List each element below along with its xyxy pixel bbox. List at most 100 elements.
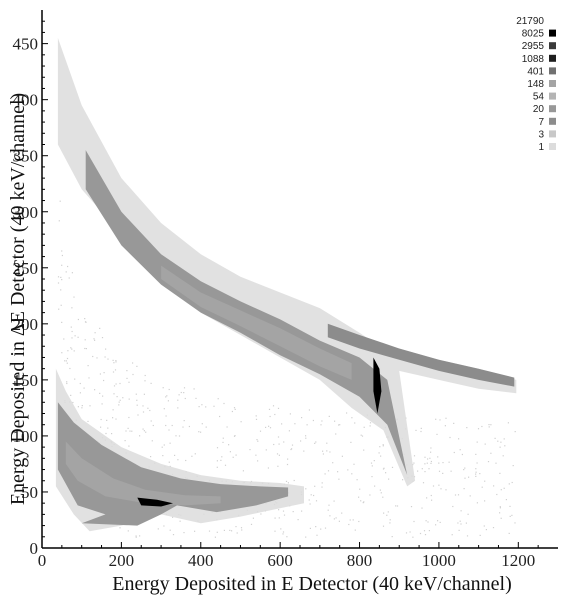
noise-point — [105, 432, 107, 435]
noise-point — [326, 450, 328, 452]
noise-point — [287, 482, 289, 484]
noise-point — [94, 389, 96, 391]
noise-point — [73, 296, 75, 298]
noise-point — [454, 494, 457, 496]
noise-point — [499, 512, 501, 514]
noise-point — [79, 382, 81, 385]
legend-swatch-3 — [549, 130, 556, 138]
noise-point — [163, 444, 165, 446]
noise-point — [128, 398, 130, 400]
noise-point — [380, 455, 382, 457]
noise-point — [449, 436, 451, 439]
noise-point — [240, 421, 242, 423]
noise-point — [198, 406, 200, 408]
noise-point — [111, 433, 113, 435]
noise-point — [417, 470, 419, 472]
noise-point — [114, 369, 117, 371]
noise-point — [139, 535, 141, 537]
y-tick-label-200: 200 — [13, 315, 39, 334]
noise-point — [119, 382, 121, 385]
noise-point — [143, 430, 145, 432]
noise-point — [413, 462, 415, 464]
noise-point — [439, 521, 441, 523]
noise-point — [87, 365, 89, 367]
noise-point — [315, 526, 317, 528]
noise-point — [459, 520, 461, 522]
noise-point — [356, 479, 358, 481]
noise-point — [428, 468, 430, 470]
noise-point — [81, 405, 83, 407]
noise-point — [458, 438, 460, 440]
noise-point — [115, 361, 117, 363]
noise-point — [505, 499, 507, 501]
band-1-outer-region — [57, 38, 517, 487]
noise-point — [265, 449, 267, 451]
noise-point — [425, 520, 427, 522]
noise-point — [233, 407, 236, 409]
noise-point — [214, 536, 216, 538]
noise-point — [84, 318, 86, 320]
noise-point — [363, 501, 365, 503]
noise-point — [70, 326, 72, 328]
noise-point — [103, 372, 105, 374]
noise-point — [276, 453, 279, 455]
noise-point — [439, 419, 441, 421]
band-2-peak-region — [137, 497, 173, 507]
noise-point — [360, 434, 362, 436]
noise-point — [290, 448, 292, 451]
noise-point — [463, 469, 465, 471]
noise-point — [177, 399, 179, 401]
noise-point — [142, 405, 144, 407]
noise-point — [168, 388, 170, 391]
noise-point — [113, 385, 116, 387]
noise-point — [119, 399, 121, 401]
legend-label-2955: 2955 — [522, 41, 545, 52]
noise-point — [136, 404, 138, 406]
noise-point — [277, 465, 279, 467]
noise-point — [289, 413, 291, 415]
noise-point — [453, 422, 455, 424]
noise-point — [385, 472, 387, 474]
noise-point — [194, 453, 196, 455]
noise-point — [308, 409, 310, 411]
noise-point — [333, 500, 335, 502]
y-tick-label-250: 250 — [13, 259, 39, 278]
noise-point — [493, 485, 495, 487]
noise-point — [467, 513, 469, 515]
band-1-tail-region — [327, 323, 515, 387]
noise-point — [508, 532, 510, 534]
noise-point — [115, 360, 117, 362]
noise-point — [255, 454, 257, 456]
noise-point — [222, 437, 224, 439]
noise-point — [64, 360, 66, 362]
noise-point — [77, 318, 79, 321]
noise-point — [168, 461, 170, 463]
noise-point — [288, 430, 290, 432]
noise-point — [85, 348, 87, 350]
noise-point — [324, 527, 327, 529]
noise-point — [294, 423, 296, 425]
noise-point — [424, 534, 427, 536]
noise-point — [351, 473, 353, 475]
noise-point — [220, 459, 222, 461]
noise-point — [333, 518, 335, 520]
noise-point — [234, 408, 236, 410]
noise-point — [500, 489, 502, 491]
noise-point — [438, 470, 441, 472]
noise-point — [329, 515, 331, 517]
noise-point — [445, 417, 447, 419]
noise-point — [169, 529, 171, 531]
noise-point — [231, 410, 233, 413]
noise-point — [235, 454, 237, 456]
y-tick-label-150: 150 — [13, 371, 39, 390]
noise-point — [221, 456, 223, 458]
noise-point — [163, 408, 165, 410]
noise-point — [99, 373, 101, 375]
noise-point — [172, 516, 174, 518]
y-tick-label-300: 300 — [13, 203, 39, 222]
band-layer — [55, 38, 517, 532]
noise-point — [66, 382, 68, 385]
noise-point — [149, 409, 151, 412]
noise-point — [201, 423, 203, 425]
noise-point — [224, 464, 227, 466]
